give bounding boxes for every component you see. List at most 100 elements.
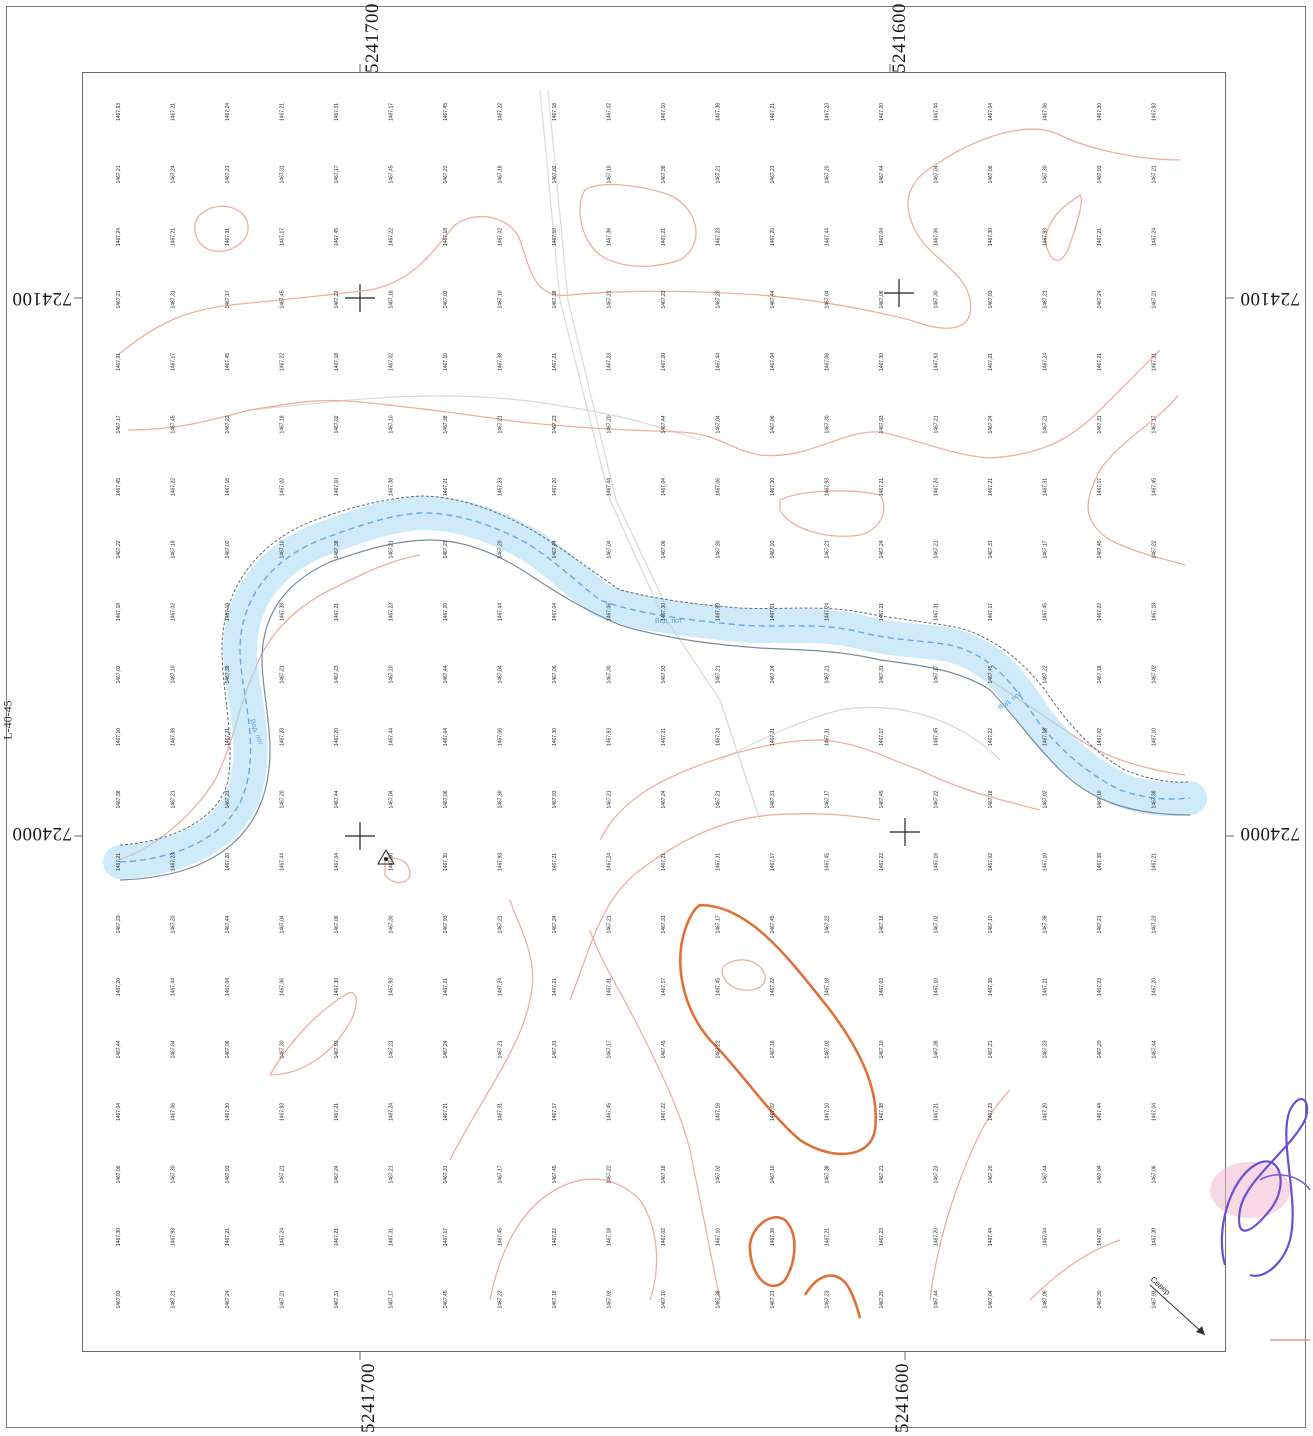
- spot-height-label: 1467,22: [661, 1103, 667, 1121]
- spot-height-label: 1467,21: [607, 290, 613, 308]
- spot-height-label: 1467,38: [716, 1290, 722, 1308]
- spot-height-label: 1467,20: [225, 853, 231, 871]
- spot-height-label: 1467,21: [498, 1040, 504, 1058]
- spot-height-label: 1467,10: [443, 353, 449, 371]
- spot-height-label: 1467,23: [661, 290, 667, 308]
- spot-height-label: 1467,23: [1043, 1040, 1049, 1058]
- spot-height-label: 1467,93: [1043, 228, 1049, 246]
- spot-height-label: 1467,45: [171, 415, 177, 433]
- spot-height-label: 1467,18: [1152, 603, 1158, 621]
- spot-height-label: 1467,10: [716, 1228, 722, 1246]
- spot-height-label: 1467,44: [607, 478, 613, 496]
- spot-height-label: 1467,24: [770, 665, 776, 683]
- spot-height-label: 1467,45: [443, 103, 449, 121]
- spot-height-label: 1467,44: [443, 665, 449, 683]
- spot-height-label: 1467,20: [1152, 978, 1158, 996]
- spot-height-label: 1467,45: [1152, 478, 1158, 496]
- spot-height-label: 1467,21: [280, 665, 286, 683]
- spot-height-label: 1467,44: [825, 228, 831, 246]
- spot-height-label: 1467,38: [661, 165, 667, 183]
- spot-height-label: 1467,18: [225, 478, 231, 496]
- spot-height-label: 1467,38: [552, 290, 558, 308]
- spot-height-label: 1467,17: [280, 228, 286, 246]
- spot-height-label: 1467,21: [988, 353, 994, 371]
- spot-height-label: 1467,30: [389, 915, 395, 933]
- spot-height-label: 1467,02: [443, 290, 449, 308]
- spot-height-label: 1467,06: [1043, 1290, 1049, 1308]
- spot-height-label: 1467,44: [116, 1040, 122, 1058]
- spot-height-label: 1467,30: [171, 1165, 177, 1183]
- spot-height-label: 1467,02: [1043, 790, 1049, 808]
- spot-height-label: 1467,04: [934, 165, 940, 183]
- spot-height-label: 1467,31: [280, 165, 286, 183]
- spot-height-label: 1467,02: [934, 915, 940, 933]
- spot-height-label: 1467,24: [280, 1228, 286, 1246]
- spot-height-label: 1467,10: [171, 665, 177, 683]
- spot-height-label: 1467,21: [171, 103, 177, 121]
- spot-height-label: 1467,44: [1152, 1040, 1158, 1058]
- spot-height-label: 1467,18: [988, 790, 994, 808]
- spot-height-label: 1467,21: [879, 1165, 885, 1183]
- spot-height-label: 1467,45: [443, 1290, 449, 1308]
- spot-height-label: 1467,38: [443, 415, 449, 433]
- spot-height-label: 1467,24: [1043, 353, 1049, 371]
- spot-height-label: 1467,10: [879, 1040, 885, 1058]
- spot-height-label: 1467,45: [552, 1165, 558, 1183]
- spot-height-label: 1467,38: [498, 353, 504, 371]
- spot-height-label: 1467,18: [116, 603, 122, 621]
- spot-height-label: 1467,04: [988, 1290, 994, 1308]
- spot-height-label: 1467,21: [1043, 290, 1049, 308]
- spot-height-label: 1467,44: [879, 165, 885, 183]
- spot-height-label: 1467,93: [934, 353, 940, 371]
- spot-height-label: 1467,24: [171, 165, 177, 183]
- spot-height-label: 1467,04: [770, 353, 776, 371]
- spot-height-label: 1467,45: [988, 665, 994, 683]
- spot-height-label: 1467,24: [225, 1290, 231, 1308]
- spot-height-label: 1467,45: [770, 915, 776, 933]
- spot-height-label: 1467,45: [661, 1040, 667, 1058]
- spot-height-label: 1467,21: [498, 415, 504, 433]
- spot-height-label: 1467,17: [716, 915, 722, 933]
- spot-height-label: 1467,24: [825, 603, 831, 621]
- spot-height-label: 1467,17: [934, 665, 940, 683]
- spot-height-label: 1467,04: [988, 103, 994, 121]
- spot-height-label: 1467,04: [280, 915, 286, 933]
- spot-height-label: 1467,24: [389, 1103, 395, 1121]
- spot-height-label: 1467,10: [607, 165, 613, 183]
- spot-height-label: 1467,44: [988, 1228, 994, 1246]
- spot-height-label: 1467,22: [552, 1228, 558, 1246]
- spot-height-label: 1467,93: [770, 540, 776, 558]
- spot-height-label: 1467,93: [1097, 165, 1103, 183]
- spot-height-label: 1467,20: [1097, 1040, 1103, 1058]
- spot-height-label: 1467,21: [1152, 165, 1158, 183]
- spot-height-label: 1467,21: [825, 665, 831, 683]
- spot-height-label: 1467,93: [225, 1165, 231, 1183]
- spot-height-label: 1467,21: [498, 915, 504, 933]
- spot-height-label: 1467,21: [225, 1228, 231, 1246]
- spot-height-label: 1467,31: [225, 228, 231, 246]
- spot-height-label: 1467,18: [498, 165, 504, 183]
- spot-height-label: 1467,20: [825, 165, 831, 183]
- spot-height-label: 1467,10: [225, 603, 231, 621]
- spot-height-label: 1467,02: [825, 1040, 831, 1058]
- spot-height-label: 1467,24: [607, 853, 613, 871]
- spot-height-label: 1467,22: [280, 353, 286, 371]
- spot-height-label: 1467,23: [334, 665, 340, 683]
- spot-height-label: 1467,24: [1152, 228, 1158, 246]
- spot-heights: 1467,93 1467,21 1467,24 1467,21 1467,31 1467,…: [116, 103, 1158, 1309]
- spot-height-label: 1467,23: [825, 1290, 831, 1308]
- spot-height-label: 1467,06: [334, 915, 340, 933]
- spot-height-label: 1467,24: [661, 790, 667, 808]
- spot-height-label: 1467,22: [498, 103, 504, 121]
- spot-height-label: 1467,04: [879, 228, 885, 246]
- spot-height-label: 1467,10: [498, 290, 504, 308]
- spot-height-label: 1467,02: [552, 165, 558, 183]
- spot-height-label: 1467,38: [171, 728, 177, 746]
- faint-lines: [249, 89, 1001, 821]
- spot-height-label: 1467,23: [1097, 978, 1103, 996]
- spot-height-label: 1467,31: [770, 790, 776, 808]
- spot-height-label: 1467,45: [334, 228, 340, 246]
- spot-height-label: 1467,21: [552, 353, 558, 371]
- map-frame: [82, 72, 1226, 1352]
